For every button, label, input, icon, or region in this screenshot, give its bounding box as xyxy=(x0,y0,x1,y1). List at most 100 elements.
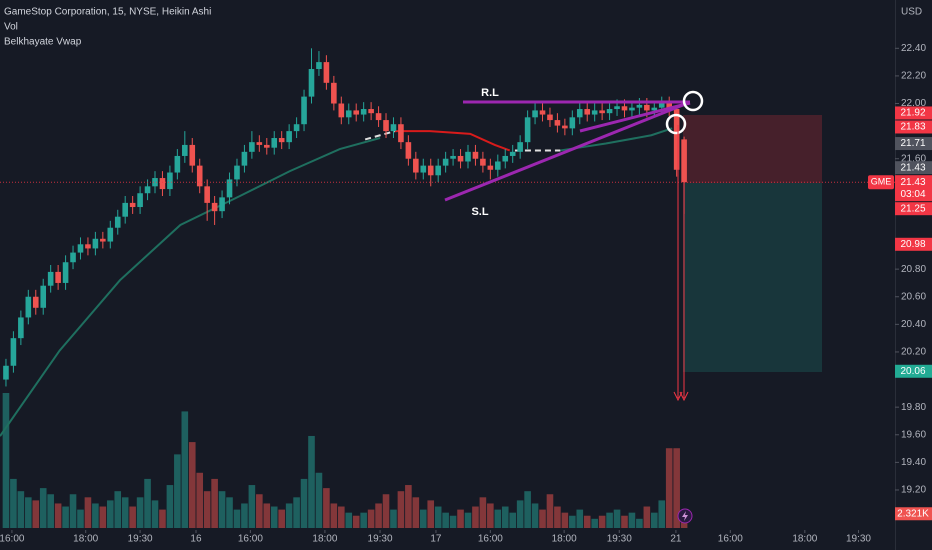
volume-bar xyxy=(144,478,151,528)
symbol-label: GME xyxy=(871,177,892,187)
candle-body xyxy=(591,110,598,115)
event-icon-glyph xyxy=(682,511,688,521)
symbol-badge xyxy=(868,175,894,190)
candle-body xyxy=(293,124,300,132)
volume-bar xyxy=(293,497,300,528)
price-label: 21.83 xyxy=(900,122,925,133)
candle-body xyxy=(107,227,114,242)
volume-bar xyxy=(338,506,345,528)
volume-bar xyxy=(300,478,308,528)
candle-body xyxy=(316,62,322,70)
candle-body xyxy=(368,109,374,114)
x-tick-label: 16:00 xyxy=(0,534,25,545)
volume-bar xyxy=(539,509,546,528)
volume-bar xyxy=(62,506,69,528)
candle-body xyxy=(271,138,278,148)
currency-label: USD xyxy=(901,7,922,18)
volume-bar xyxy=(412,497,420,528)
x-tick-label: 19:30 xyxy=(128,534,153,545)
volume-bar xyxy=(308,435,315,528)
volume-bar xyxy=(256,494,263,528)
candle-body xyxy=(502,155,509,162)
volume-bar xyxy=(10,478,17,528)
volume-bar xyxy=(621,515,628,528)
candle-body xyxy=(249,142,255,152)
x-tick-label: 18:00 xyxy=(552,534,577,545)
candle-body xyxy=(487,165,494,170)
volume-bar xyxy=(427,500,435,528)
volume-bar xyxy=(576,509,584,528)
volume-bar xyxy=(442,512,449,528)
candle-body xyxy=(621,106,628,111)
candle-body xyxy=(122,202,128,217)
volume-label-box xyxy=(895,507,932,521)
candle-body xyxy=(234,165,240,180)
candle-body xyxy=(85,244,91,249)
candle-body xyxy=(673,109,680,170)
y-tick-label: 22.20 xyxy=(901,71,926,82)
candle-body xyxy=(413,158,419,173)
volume-bar xyxy=(569,515,576,528)
x-tick-label: 19:30 xyxy=(846,534,871,545)
volume-bar xyxy=(166,485,174,528)
candle-body xyxy=(524,117,531,143)
y-tick-label: 21.60 xyxy=(901,153,926,164)
volume-bar xyxy=(196,472,204,528)
y-tick-label: 20.20 xyxy=(901,347,926,358)
x-tick-label: 19:30 xyxy=(607,534,632,545)
candle-body xyxy=(547,114,553,121)
candle-body xyxy=(167,172,173,190)
volume-bar xyxy=(606,512,613,528)
volume-bar xyxy=(77,509,84,528)
x-tick-label: 18:00 xyxy=(792,534,817,545)
volume-bar xyxy=(419,509,427,528)
candle-body xyxy=(472,151,479,159)
volume-bar xyxy=(323,488,330,528)
countdown: 03:04 xyxy=(900,189,925,200)
candle-body xyxy=(562,125,568,129)
volume-bar xyxy=(487,503,494,528)
candle-body xyxy=(204,186,210,203)
volume-bar xyxy=(188,442,196,528)
candle-body xyxy=(18,317,24,339)
volume-bar xyxy=(405,485,412,528)
stop-zone xyxy=(683,115,822,183)
volume-bar xyxy=(285,503,293,528)
candle-body xyxy=(32,296,39,308)
volume-bar xyxy=(583,515,591,528)
vwap-line xyxy=(560,127,673,152)
volume-bar xyxy=(591,518,598,528)
y-tick-label: 20.40 xyxy=(901,319,926,330)
candle-body xyxy=(599,110,605,114)
candle-body xyxy=(182,144,188,156)
candle-body xyxy=(323,62,330,83)
candle-body xyxy=(554,120,561,126)
marker-circle xyxy=(665,113,687,135)
candle-body xyxy=(629,107,635,111)
candle-body xyxy=(517,142,523,152)
volume-bar xyxy=(39,488,47,528)
volume-bar xyxy=(84,497,92,528)
volume-bar xyxy=(360,512,367,528)
price-label-box xyxy=(895,161,932,175)
price-label-box xyxy=(895,237,932,251)
volume-bar xyxy=(47,494,54,528)
volume-bar xyxy=(509,512,517,528)
candle-body xyxy=(405,142,412,159)
y-tick-label: 19.60 xyxy=(901,429,926,440)
price-label-box xyxy=(895,202,932,216)
volume-bar xyxy=(25,497,32,528)
volume-bar xyxy=(278,509,285,528)
last-price-label: 21.43 xyxy=(900,177,925,188)
candle-body xyxy=(375,113,382,121)
candle-body xyxy=(174,155,181,173)
volume-bar xyxy=(352,515,360,528)
candle-body xyxy=(435,165,441,176)
volume-bar xyxy=(472,506,479,528)
candle-body xyxy=(636,104,643,108)
price-label: 21.92 xyxy=(900,108,925,119)
volume-bar xyxy=(270,506,278,528)
candle-body xyxy=(457,155,464,162)
price-axis: 22.40 22.20 22.00 21.60 20.80 20.60 20.40 20.20… xyxy=(0,43,932,545)
